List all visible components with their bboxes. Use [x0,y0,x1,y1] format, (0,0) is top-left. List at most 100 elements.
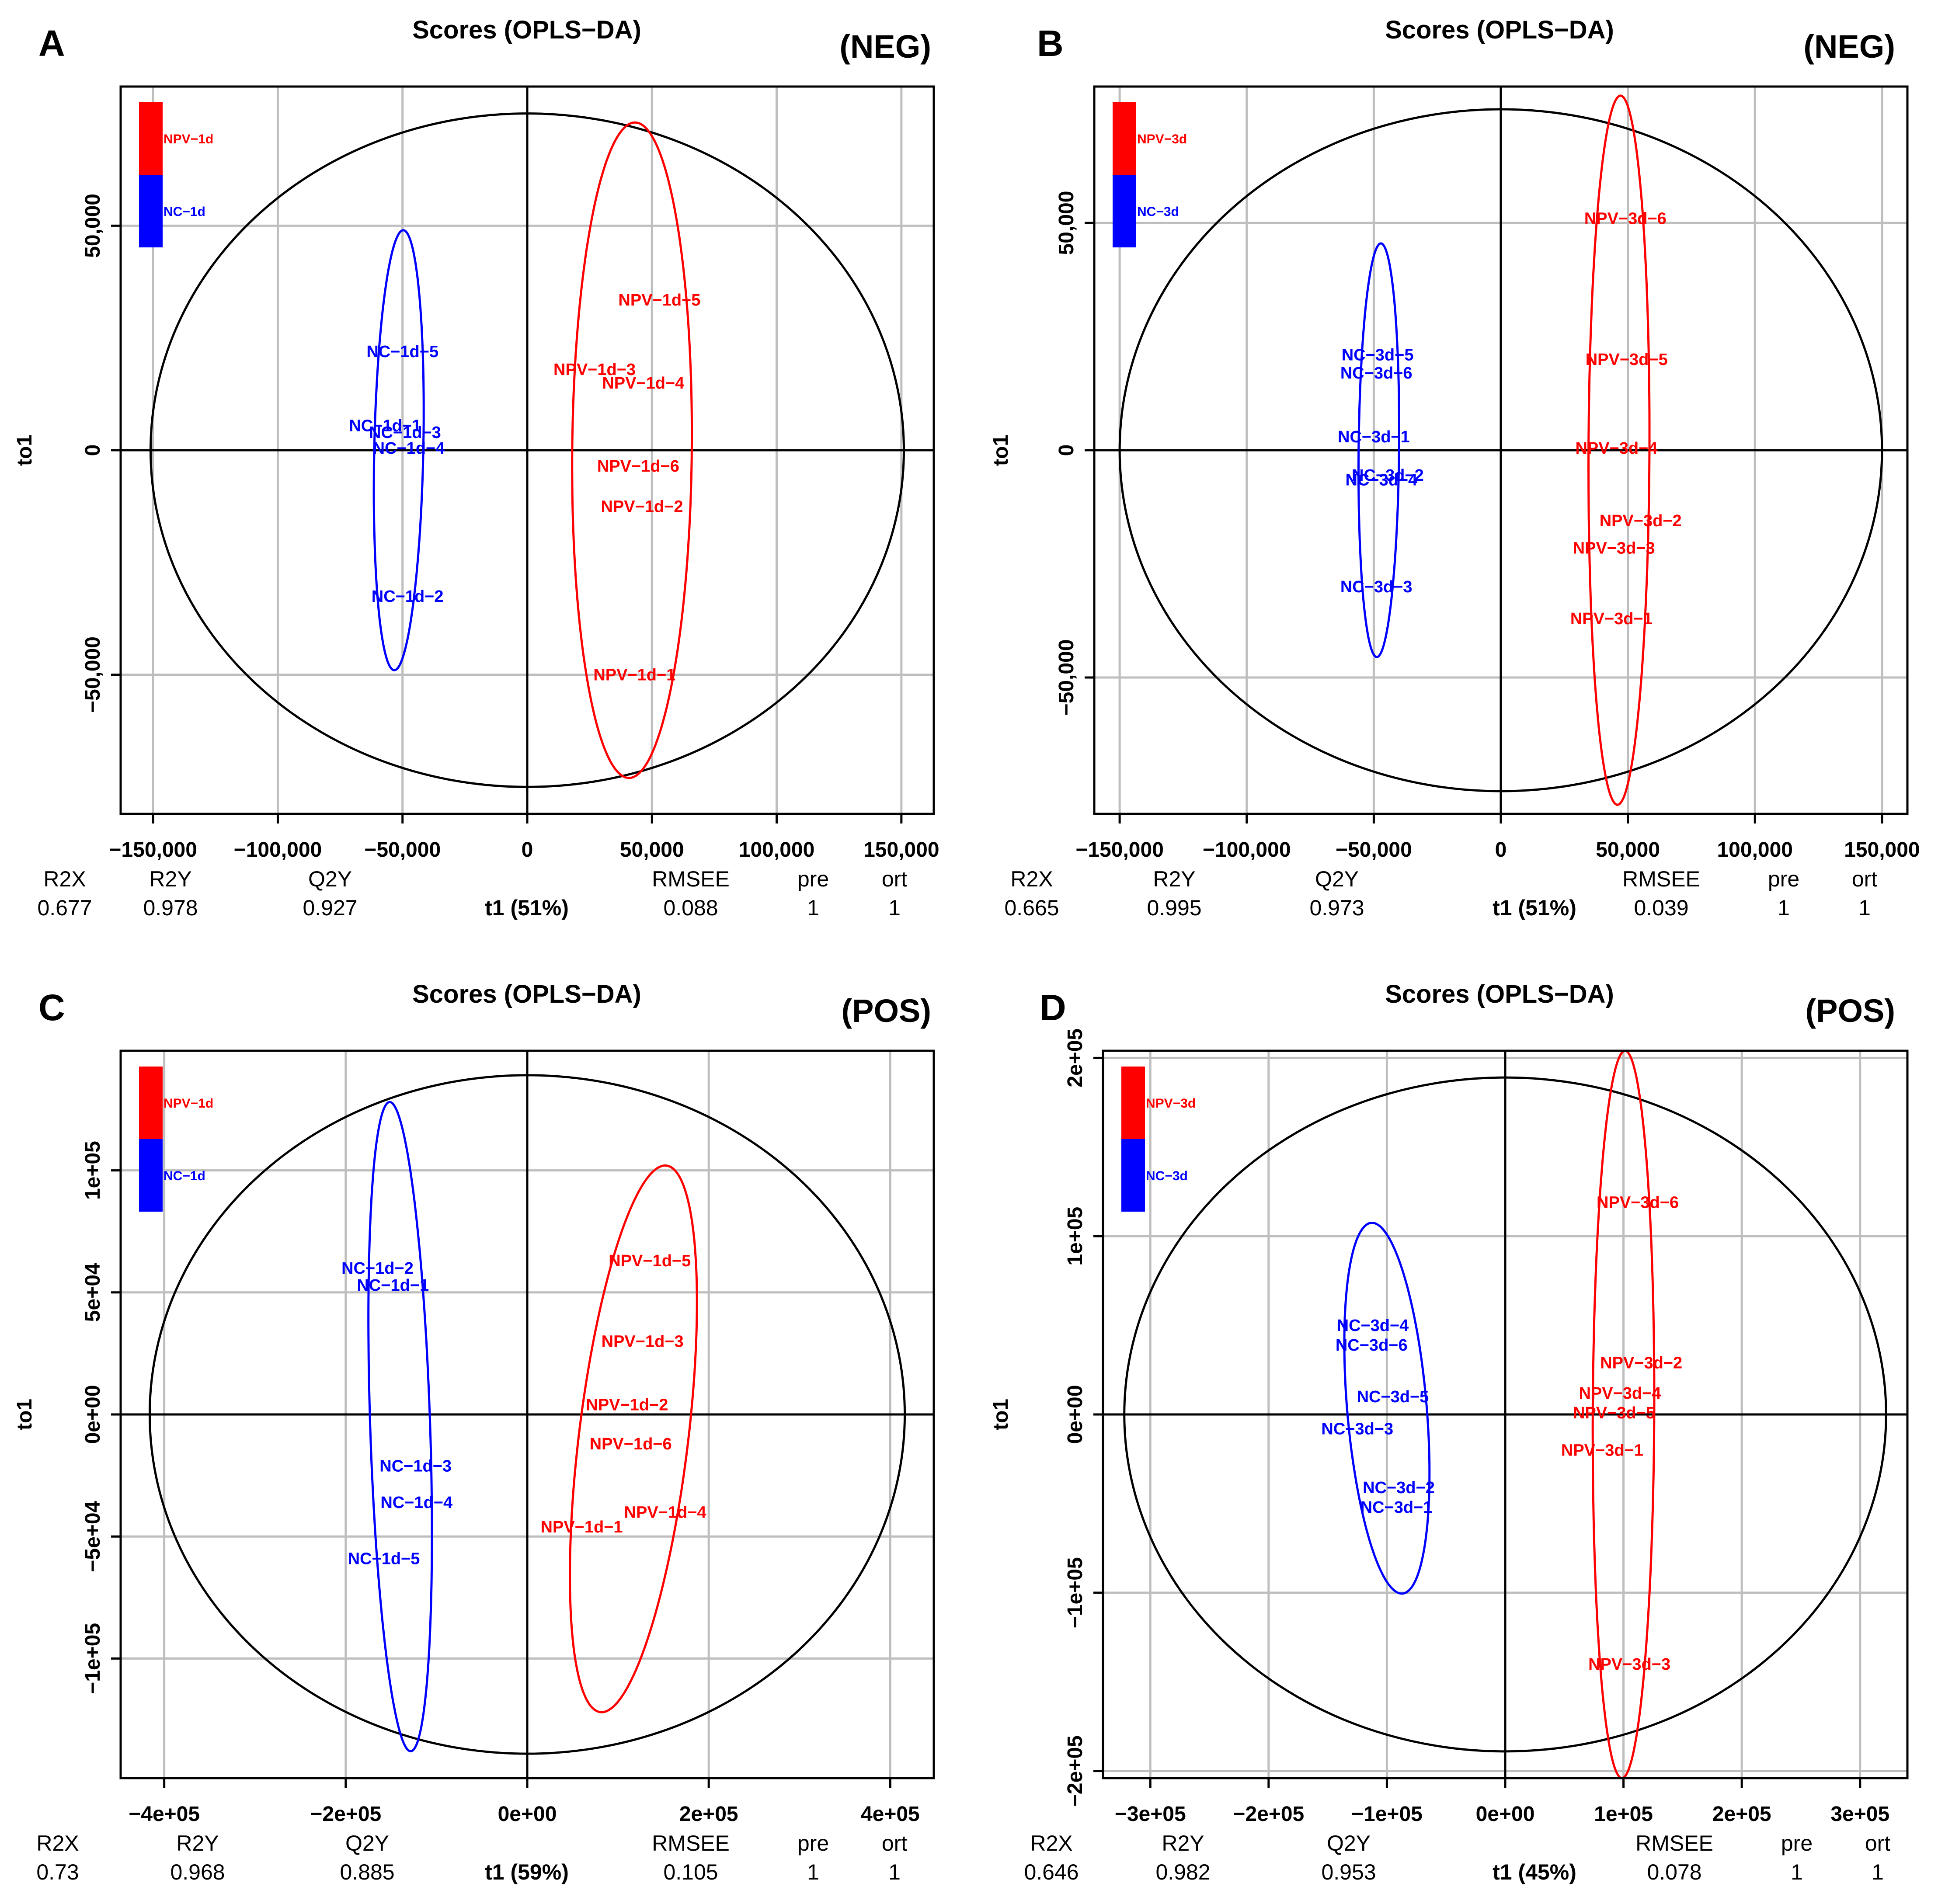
stat-value: 0.039 [1634,896,1688,920]
stat-header: ort [882,867,907,891]
score-point: NC−1d−1 [349,417,421,435]
score-point: NPV−3d−6 [1584,210,1667,228]
x-axis-label: t1 (59%) [485,1860,569,1884]
group-ellipse [1591,1049,1656,1779]
panel-D: NPV−3d NC−3d NC−3d−4NC−3d−6 NC−3d−5 NC−3d−3 N… [989,980,1909,1884]
legend-swatch [1113,102,1136,175]
x-tick-label: 4e+05 [861,1803,920,1826]
y-tick-label: −2e+05 [1064,1735,1087,1807]
stat-value: 0.973 [1309,896,1364,920]
x-axis-label: t1 (51%) [1493,896,1576,920]
stat-value: 0.105 [663,1860,718,1884]
score-point: NC−3d−1 [1360,1498,1433,1517]
stat-header: R2Y [1162,1831,1204,1855]
y-axis-label: to1 [13,1399,36,1430]
y-tick-label: 5e+04 [81,1263,104,1322]
y-tick-label: 0 [1055,445,1078,456]
x-tick-label: 2e+05 [1712,1803,1771,1826]
stat-value: 0.978 [143,896,198,920]
score-point: NC−3d−4 [1337,1317,1409,1335]
stat-value: 0.885 [340,1860,394,1884]
score-point: NC−1d−3 [369,424,441,442]
stat-header: pre [1768,867,1799,891]
stat-header: Q2Y [1315,867,1359,891]
stat-header: RMSEE [652,1831,730,1855]
score-point: NPV−3d−1 [1570,610,1653,628]
stat-header: ort [1852,867,1877,891]
stat-header: pre [797,1831,829,1855]
chart-title: Scores (OPLS−DA) [412,16,641,44]
score-point: NPV−1d−2 [586,1396,668,1414]
x-tick-label: −1e+05 [1351,1803,1423,1826]
score-point: NC−1d−1 [357,1276,429,1295]
score-point: NC−3d−5 [1342,346,1414,365]
y-axis-label: to1 [13,434,36,466]
stat-header: R2X [1030,1831,1072,1855]
x-tick-label: 150,000 [1844,838,1920,862]
score-point: NPV−1d−3 [602,1332,684,1351]
stat-value: 0.995 [1147,896,1201,920]
score-point: NPV−3d−3 [1573,539,1655,558]
x-tick-label: 0 [522,838,533,862]
score-point: NPV−3d−4 [1579,1384,1661,1403]
stat-value: 1 [1872,1860,1884,1884]
stat-header: R2Y [176,1831,219,1855]
score-point: NPV−1d−4 [624,1503,706,1522]
score-point: NPV−3d−2 [1600,512,1682,530]
stat-header: ort [1865,1831,1890,1855]
x-tick-label: −3e+05 [1115,1803,1186,1826]
y-tick-label: −50,000 [1055,639,1078,716]
stat-header: R2Y [1153,867,1195,891]
score-point: NPV−3d−4 [1575,439,1657,458]
panel-A: NPV−1d NC−1d NC−1d−5 NC−1d−1NC−1d−3NC−1d−4 N… [13,16,939,920]
score-point: NC−3d−1 [1338,428,1410,446]
x-tick-label: −150,000 [109,838,197,862]
score-point: NC−1d−4 [380,1494,452,1512]
panel-B: NPV−3dNC−3dNC−3d−5NC−3d−6NC−3d−1NC−3d−2N… [989,16,1920,920]
legend-swatch [1121,1067,1145,1139]
stat-value: 0.953 [1321,1860,1376,1884]
y-tick-label: 2e+05 [1064,1028,1087,1088]
hotelling-ellipse [149,112,905,788]
score-point: NC−1d−5 [366,343,438,361]
hotelling-ellipse [1123,1076,1887,1753]
x-tick-label: −4e+05 [129,1803,200,1826]
x-tick-label: 0e+00 [498,1803,557,1826]
ion-mode-label: (POS) [1805,993,1895,1029]
legend-label: NPV−1d [164,1096,213,1111]
hotelling-ellipse [148,1074,906,1755]
stat-value: 0.088 [663,896,718,920]
stat-value: 0.982 [1155,1860,1210,1884]
stat-value: 0.73 [36,1860,79,1884]
score-point: NC−3d−6 [1340,364,1413,382]
x-axis-label: t1 (45%) [1493,1860,1576,1884]
score-point: NPV−1d−4 [602,374,684,393]
score-point: NC−3d−3 [1340,578,1413,596]
score-point: NC−1d−4 [373,439,445,458]
panel-C: NPV−1d NC−1d NC−1d−2NC−1d−1 NC−1d−3 NC−1d−4 N… [13,980,935,1884]
score-point: NPV−3d−1 [1561,1442,1643,1460]
stat-value: 1 [1778,896,1790,920]
chart-title: Scores (OPLS−DA) [1385,16,1614,44]
score-point: NPV−3d−5 [1573,1404,1655,1422]
score-point: NPV−1d−5 [618,291,700,309]
y-tick-label: 0 [81,445,104,456]
stat-value: 0.665 [1004,896,1059,920]
score-point: NPV−3d−3 [1588,1655,1670,1674]
score-point: NPV−1d−5 [609,1252,691,1270]
x-tick-label: −2e+05 [310,1803,381,1826]
y-tick-label: 0e+00 [81,1385,104,1444]
x-tick-label: 0e+00 [1476,1803,1535,1826]
x-tick-label: −150,000 [1075,838,1164,862]
stat-header: R2X [36,1831,79,1855]
stat-value: 1 [888,896,901,920]
chart-title: Scores (OPLS−DA) [1385,980,1614,1008]
x-tick-label: 1e+05 [1594,1803,1653,1826]
group-ellipse [1357,242,1400,658]
stat-value: 0.646 [1024,1860,1079,1884]
stat-value: 0.968 [170,1860,225,1884]
score-point: NPV−3d−2 [1600,1354,1682,1372]
panel-letter: B [1037,23,1064,64]
y-tick-label: 1e+05 [1064,1207,1087,1266]
chart-title: Scores (OPLS−DA) [412,980,641,1008]
